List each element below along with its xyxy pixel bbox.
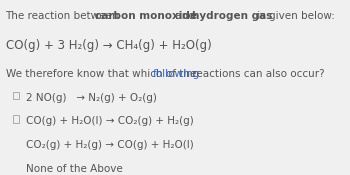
Text: CO₂(g) + H₂(g) → CO(g) + H₂O(l): CO₂(g) + H₂(g) → CO(g) + H₂O(l) bbox=[26, 140, 194, 150]
Bar bbox=[13, 115, 19, 122]
Text: is given below:: is given below: bbox=[254, 11, 335, 21]
Text: hydrogen gas: hydrogen gas bbox=[193, 11, 273, 21]
Bar bbox=[13, 139, 19, 146]
Text: CO(g) + H₂O(l) → CO₂(g) + H₂(g): CO(g) + H₂O(l) → CO₂(g) + H₂(g) bbox=[26, 117, 194, 127]
Text: and: and bbox=[173, 11, 198, 21]
Text: reactions can also occur?: reactions can also occur? bbox=[189, 69, 325, 79]
Text: The reaction between: The reaction between bbox=[6, 11, 122, 21]
Text: carbon monoxide: carbon monoxide bbox=[94, 11, 197, 21]
Text: We therefore know that which of the: We therefore know that which of the bbox=[6, 69, 199, 79]
Bar bbox=[13, 92, 19, 99]
Bar bbox=[13, 162, 19, 170]
Text: None of the Above: None of the Above bbox=[26, 164, 123, 174]
Text: 2 NO(g)   → N₂(g) + O₂(g): 2 NO(g) → N₂(g) + O₂(g) bbox=[26, 93, 157, 103]
Text: following: following bbox=[153, 69, 201, 79]
Text: CO(g) + 3 H₂(g) → CH₄(g) + H₂O(g): CO(g) + 3 H₂(g) → CH₄(g) + H₂O(g) bbox=[6, 39, 211, 52]
